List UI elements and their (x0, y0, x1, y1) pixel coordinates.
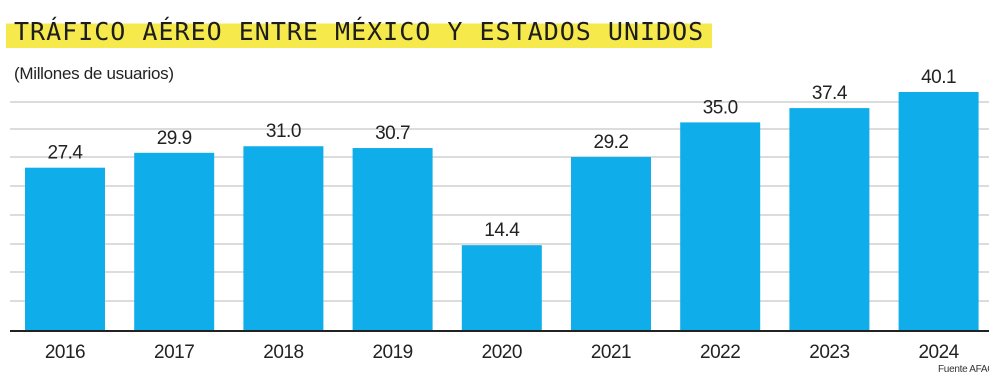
x-tick-label: 2019 (372, 342, 412, 363)
x-tick-label: 2023 (809, 342, 849, 363)
x-tick-label: 2022 (700, 342, 740, 363)
bar-2022 (680, 122, 761, 331)
value-label: 30.7 (375, 123, 410, 144)
value-label: 29.9 (157, 128, 192, 149)
value-label: 37.4 (812, 83, 848, 104)
bar-2018 (243, 146, 324, 331)
x-tick-label: 2021 (591, 342, 631, 363)
bar-2024 (898, 92, 979, 331)
bar-2020 (461, 245, 542, 331)
x-tick-label: 2020 (482, 342, 522, 363)
value-label: 35.0 (703, 97, 738, 118)
chart-title: TRÁFICO AÉREO ENTRE MÉXICO Y ESTADOS UNI… (14, 16, 705, 46)
bar-2021 (571, 156, 651, 331)
value-label: 14.4 (484, 220, 520, 241)
value-label: 29.2 (594, 132, 629, 153)
bar-2017 (134, 152, 215, 331)
chart-subtitle: (Millones de usuarios) (14, 64, 174, 83)
value-label: 40.1 (921, 67, 956, 88)
x-tick-label: 2016 (45, 342, 85, 363)
bar-2019 (352, 148, 433, 331)
value-label: 27.4 (48, 143, 84, 164)
bar-2016 (25, 167, 105, 331)
bar-2023 (789, 108, 870, 331)
source-note: Fuente AFAC (938, 364, 989, 375)
title-highlight: TRÁFICO AÉREO ENTRE MÉXICO Y ESTADOS UNI… (6, 14, 713, 48)
value-label: 31.0 (266, 121, 301, 142)
x-tick-label: 2024 (918, 342, 959, 363)
x-tick-label: 2017 (154, 342, 194, 363)
x-tick-label: 2018 (263, 342, 303, 363)
